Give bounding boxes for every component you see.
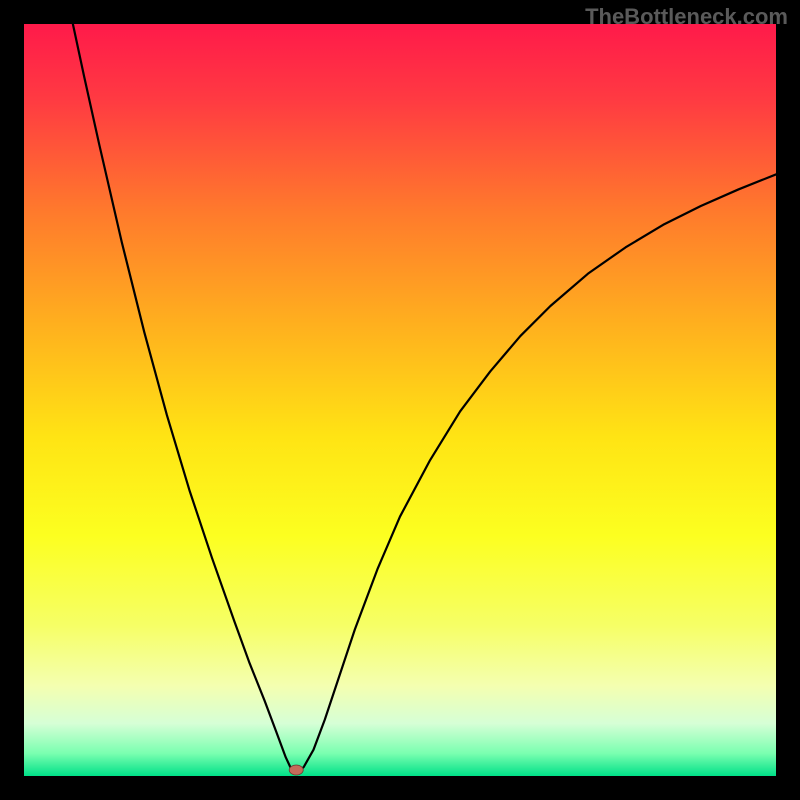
- optimal-point-marker: [289, 765, 303, 775]
- chart-plot-area: [24, 24, 776, 776]
- bottleneck-chart: [24, 24, 776, 776]
- chart-background: [24, 24, 776, 776]
- watermark-text: TheBottleneck.com: [585, 4, 788, 30]
